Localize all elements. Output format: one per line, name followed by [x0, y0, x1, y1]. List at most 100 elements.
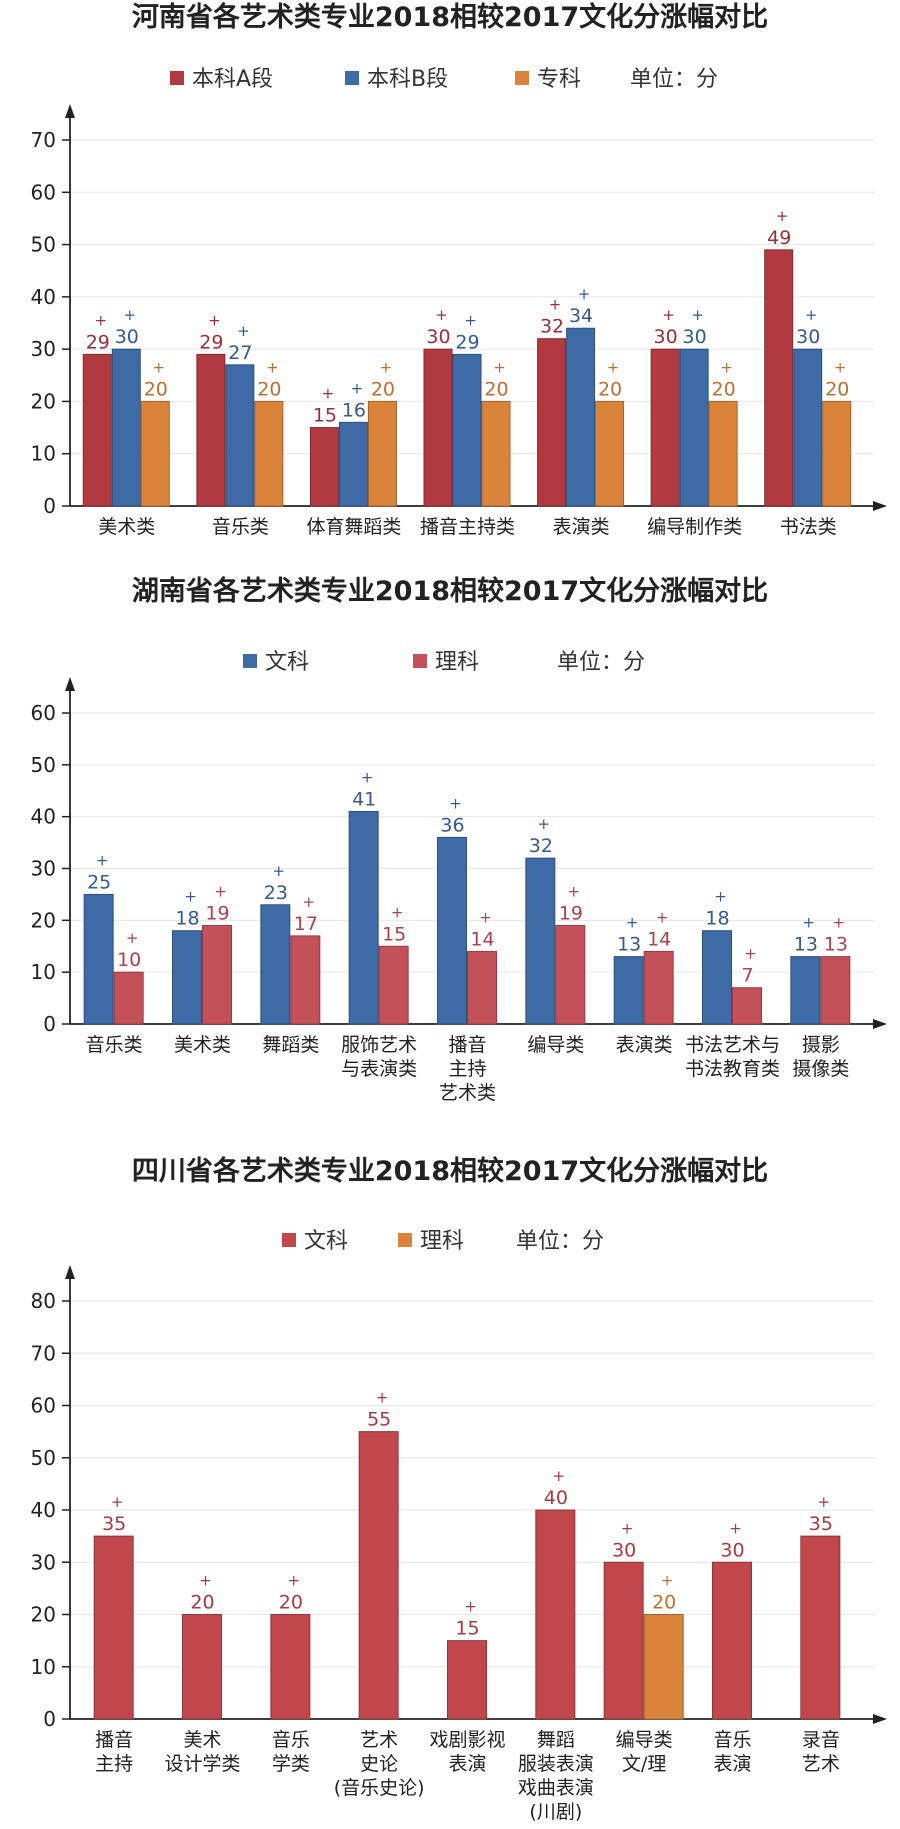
henan-value-label-s0-c3: 30 — [426, 326, 450, 348]
henan-bar-s0-c0 — [82, 353, 112, 507]
sichuan-ytick-label-7: 70 — [31, 1341, 56, 1365]
hunan-ytick-label-2: 20 — [31, 908, 56, 932]
henan-ytick-label-7: 70 — [31, 128, 56, 152]
hunan-plus-mark-s1-c2: + — [303, 893, 316, 911]
henan-ytick-label-1: 10 — [31, 442, 56, 466]
hunan-value-label-s1-c5: 19 — [559, 903, 583, 925]
hunan-category-label-8-1: 摄像类 — [792, 1058, 849, 1080]
sichuan-category-label-1-1: 设计学类 — [164, 1753, 240, 1775]
hunan-value-label-s0-c7: 18 — [705, 908, 729, 930]
henan-value-label-s0-c0: 29 — [86, 331, 110, 353]
hunan-value-label-s0-c5: 32 — [529, 835, 553, 857]
sichuan-category-label-3-2: (音乐史论) — [334, 1777, 425, 1799]
sichuan-plus-mark-s1-c6: + — [661, 1572, 674, 1590]
hunan-bar-s1-c2 — [290, 935, 321, 1025]
henan-category-label-3-0: 播音主持类 — [420, 516, 515, 538]
sichuan-plus-mark-s0-c4: + — [464, 1598, 477, 1616]
hunan-category-label-3-1: 与表演类 — [341, 1058, 417, 1080]
henan-value-label-s1-c5: 30 — [683, 326, 707, 348]
henan-ytick-label-0: 0 — [43, 494, 56, 518]
henan-value-label-s2-c6: 20 — [825, 378, 849, 400]
henan-value-label-s0-c2: 15 — [313, 405, 337, 427]
henan-plus-mark-s0-c2: + — [322, 385, 335, 403]
sichuan-unit-label: 单位：分 — [516, 1229, 604, 1254]
sichuan-bar-s0-c3 — [358, 1431, 399, 1720]
henan-chart-title: 河南省各艺术类专业2018相较2017文化分涨幅对比 — [132, 1, 768, 33]
sichuan-ytick-label-4: 40 — [31, 1498, 56, 1522]
henan-bar-s0-c4 — [537, 338, 567, 507]
henan-plus-mark-s0-c4: + — [549, 296, 562, 314]
henan-value-label-s0-c1: 29 — [199, 331, 223, 353]
sichuan-ytick-label-2: 20 — [31, 1603, 56, 1627]
henan-bar-s2-c1 — [254, 400, 284, 507]
hunan-legend-label-0: 文科 — [265, 650, 309, 675]
henan-value-label-s2-c5: 20 — [712, 378, 736, 400]
hunan-bar-s0-c2 — [260, 904, 291, 1025]
sichuan-ytick-label-3: 30 — [31, 1550, 56, 1574]
hunan-legend-label-1: 理科 — [435, 650, 479, 675]
henan-value-label-s2-c4: 20 — [598, 378, 622, 400]
sichuan-category-label-7-0: 音乐 — [713, 1729, 751, 1751]
henan-bar-s1-c4 — [566, 327, 596, 507]
hunan-category-label-2-0: 舞蹈类 — [262, 1034, 319, 1056]
sichuan-y-axis-arrow — [65, 1265, 75, 1279]
henan-plus-mark-s2-c2: + — [380, 358, 393, 376]
hunan-category-label-4-2: 艺术类 — [439, 1082, 496, 1104]
henan-ytick-label-4: 40 — [31, 285, 56, 309]
sichuan-plus-mark-s0-c5: + — [553, 1467, 566, 1485]
hunan-bar-s0-c8 — [790, 956, 821, 1025]
hunan-value-label-s0-c8: 13 — [794, 934, 818, 956]
sichuan-category-label-2-0: 音乐 — [272, 1729, 310, 1751]
henan-plus-mark-s1-c5: + — [691, 306, 704, 324]
sichuan-category-label-1-0: 美术 — [183, 1729, 221, 1751]
sichuan-category-label-0-0: 播音 — [95, 1729, 133, 1751]
henan-value-label-s0-c6: 49 — [767, 227, 791, 249]
sichuan-bar-s0-c4 — [447, 1640, 487, 1720]
sichuan-legend-swatch-1 — [398, 1233, 412, 1247]
hunan-category-label-7-0: 书法艺术与 — [685, 1034, 780, 1056]
sichuan-category-label-2-1: 学类 — [272, 1753, 310, 1775]
hunan-plus-mark-s1-c1: + — [214, 883, 227, 901]
sichuan-legend-label-0: 文科 — [304, 1229, 348, 1254]
hunan-plus-mark-s1-c8: + — [833, 914, 846, 932]
sichuan-legend-label-1: 理科 — [420, 1229, 464, 1254]
henan-category-label-1-0: 音乐类 — [212, 516, 269, 538]
henan-value-label-s2-c1: 20 — [257, 378, 281, 400]
sichuan-bar-s1-c6 — [643, 1614, 684, 1720]
hunan-bar-s1-c5 — [555, 925, 586, 1025]
sichuan-plus-mark-s0-c7: + — [729, 1519, 742, 1537]
henan-bar-s1-c2 — [338, 421, 368, 507]
sichuan-value-label-s0-c8: 35 — [809, 1513, 833, 1535]
sichuan-category-label-6-0: 编导类 — [616, 1729, 673, 1751]
hunan-category-label-4-1: 主持 — [448, 1058, 486, 1080]
henan-value-label-s1-c6: 30 — [796, 326, 820, 348]
henan-bar-s0-c5 — [650, 348, 680, 507]
hunan-value-label-s0-c0: 25 — [87, 871, 111, 893]
hunan-ytick-label-3: 30 — [31, 857, 56, 881]
sichuan-category-label-6-1: 文/理 — [622, 1753, 666, 1775]
hunan-plus-mark-s1-c5: + — [568, 883, 581, 901]
sichuan-value-label-s0-c2: 20 — [279, 1592, 303, 1614]
hunan-value-label-s0-c4: 36 — [440, 814, 464, 836]
hunan-value-label-s1-c0: 10 — [117, 949, 141, 971]
sichuan-plus-mark-s0-c8: + — [818, 1493, 831, 1511]
hunan-plus-mark-s0-c2: + — [273, 862, 286, 880]
hunan-unit-label: 单位：分 — [557, 650, 645, 675]
henan-bar-s2-c4 — [595, 400, 625, 507]
henan-bar-s0-c3 — [423, 348, 453, 507]
henan-category-label-6-0: 书法类 — [780, 516, 837, 538]
sichuan-chart-title: 四川省各艺术类专业2018相较2017文化分涨幅对比 — [132, 1155, 768, 1187]
henan-category-label-0-0: 美术类 — [98, 516, 155, 538]
hunan-plus-mark-s1-c6: + — [656, 908, 669, 926]
hunan-category-label-7-1: 书法教育类 — [685, 1058, 780, 1080]
hunan-value-label-s0-c2: 23 — [264, 882, 288, 904]
henan-value-label-s1-c0: 30 — [115, 326, 139, 348]
henan-bar-s2-c5 — [708, 400, 738, 507]
sichuan-plus-mark-s0-c3: + — [376, 1389, 389, 1407]
sichuan-bar-s0-c6 — [603, 1561, 644, 1720]
henan-value-label-s2-c2: 20 — [371, 378, 395, 400]
hunan-value-label-s1-c2: 17 — [294, 913, 318, 935]
henan-plus-mark-s2-c3: + — [493, 358, 506, 376]
hunan-plus-mark-s1-c0: + — [126, 929, 139, 947]
